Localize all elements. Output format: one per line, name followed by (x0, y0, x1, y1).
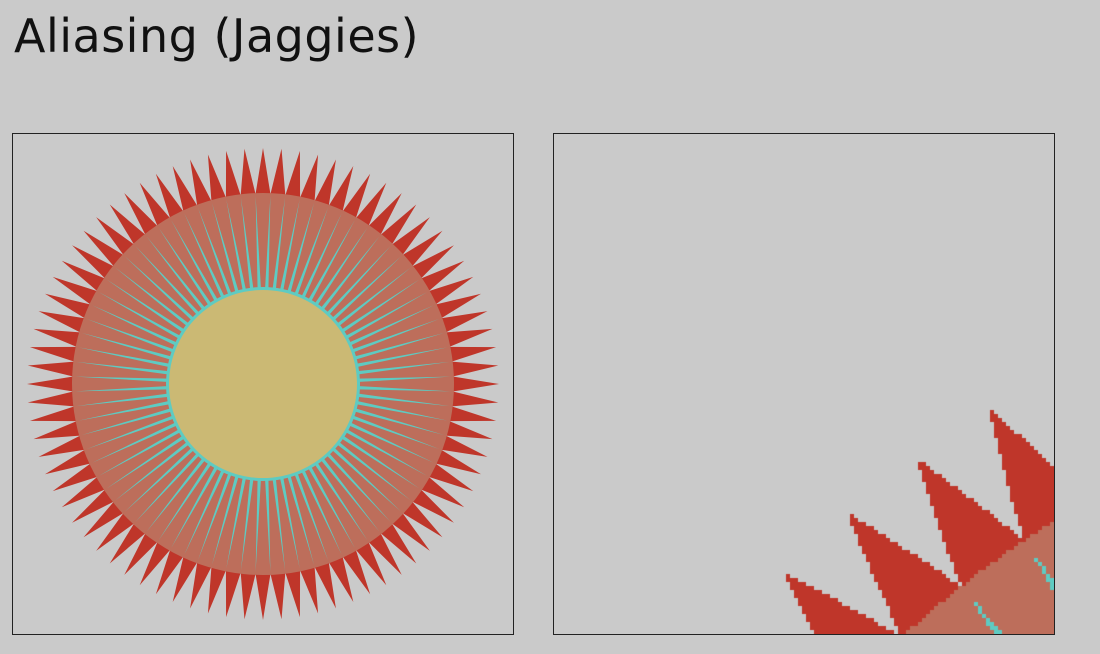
aliased-zoom-panel (553, 133, 1055, 635)
aliased-starburst-closeup (554, 134, 1054, 634)
smooth-starburst-panel (12, 133, 514, 635)
slide-title: Aliasing (Jaggies) (14, 9, 420, 63)
core-disc (169, 290, 357, 478)
starburst-figure (27, 148, 499, 620)
